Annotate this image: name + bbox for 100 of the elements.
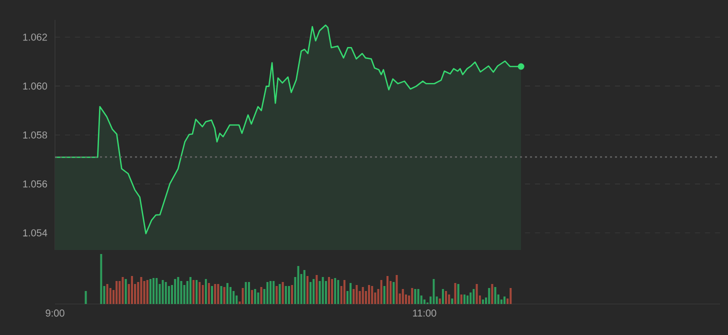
- bar: [310, 282, 312, 304]
- bar: [260, 287, 262, 304]
- bar: [328, 277, 330, 304]
- bar: [470, 292, 472, 304]
- bar: [143, 281, 146, 304]
- bar: [491, 284, 494, 304]
- y-tick-label: 1.060: [23, 82, 48, 90]
- bar: [214, 284, 216, 304]
- bar: [472, 289, 475, 304]
- bar: [396, 275, 398, 304]
- bar: [318, 281, 321, 304]
- bar: [276, 286, 278, 304]
- bar: [84, 291, 87, 304]
- bar: [322, 277, 324, 304]
- bar: [288, 286, 290, 304]
- bar: [217, 284, 220, 304]
- bar: [414, 289, 416, 304]
- bar: [488, 288, 490, 304]
- bar: [460, 294, 462, 304]
- bar: [186, 281, 188, 304]
- bar: [229, 287, 232, 304]
- bar: [392, 282, 395, 304]
- bar: [116, 281, 118, 304]
- bar: [180, 281, 182, 304]
- bar: [457, 284, 460, 304]
- bar: [192, 280, 195, 304]
- bar: [220, 286, 222, 304]
- bar: [442, 289, 444, 304]
- bar: [270, 281, 272, 304]
- bar: [324, 281, 327, 304]
- bar: [266, 282, 268, 304]
- bar: [189, 277, 192, 304]
- bar: [164, 282, 167, 304]
- bar: [451, 298, 454, 304]
- bar: [371, 286, 374, 304]
- bar: [306, 276, 308, 304]
- bar: [282, 282, 284, 304]
- bar: [254, 289, 256, 304]
- bar: [482, 300, 484, 304]
- bar: [454, 283, 456, 304]
- bar: [278, 284, 281, 304]
- y-tick-label: 1.056: [23, 180, 48, 188]
- bar: [130, 276, 133, 304]
- bar: [423, 300, 426, 304]
- bar: [140, 277, 142, 304]
- x-tick-label: 11:00: [413, 310, 436, 317]
- bar: [146, 280, 148, 304]
- bar: [152, 278, 155, 304]
- bar: [109, 288, 112, 304]
- bar: [118, 281, 121, 304]
- bar: [122, 277, 124, 304]
- bar: [177, 277, 180, 304]
- bar: [149, 279, 152, 304]
- bar: [284, 286, 287, 304]
- bar: [183, 285, 186, 304]
- bar: [411, 288, 414, 304]
- bar: [417, 289, 420, 304]
- bar: [438, 298, 441, 304]
- bar: [368, 285, 370, 304]
- bar: [316, 275, 318, 304]
- bar: [448, 294, 450, 304]
- y-tick-label: 1.062: [23, 34, 47, 41]
- bar: [337, 280, 340, 304]
- bar: [162, 280, 164, 304]
- bar: [168, 286, 170, 304]
- bar: [202, 285, 204, 304]
- bar: [386, 276, 389, 304]
- bar: [466, 296, 469, 304]
- x-tick-label: 9:00: [46, 310, 64, 317]
- bar: [312, 279, 315, 304]
- y-tick-label: 1.058: [23, 131, 48, 139]
- bar: [198, 282, 201, 304]
- bar: [223, 287, 226, 304]
- bar: [476, 284, 478, 304]
- bar: [226, 283, 228, 304]
- bar: [100, 254, 102, 304]
- bar: [356, 285, 358, 304]
- bar: [303, 270, 306, 304]
- bar: [272, 281, 275, 304]
- bar: [211, 286, 214, 304]
- bar: [291, 285, 294, 304]
- bar: [510, 288, 512, 304]
- bar: [334, 278, 336, 304]
- bar: [124, 279, 127, 304]
- bar: [494, 287, 496, 304]
- bar: [463, 294, 466, 304]
- bar: [196, 280, 198, 304]
- bar: [208, 283, 210, 304]
- bar: [343, 280, 346, 304]
- bar: [362, 287, 364, 304]
- bar: [331, 279, 334, 304]
- bar: [174, 279, 176, 304]
- bar: [204, 279, 207, 304]
- bar: [503, 296, 506, 304]
- bar: [257, 292, 260, 304]
- bar: [251, 290, 254, 304]
- bar: [232, 291, 235, 304]
- y-tick-label: 1.054: [23, 229, 48, 236]
- bar: [402, 289, 404, 304]
- bar: [350, 283, 352, 304]
